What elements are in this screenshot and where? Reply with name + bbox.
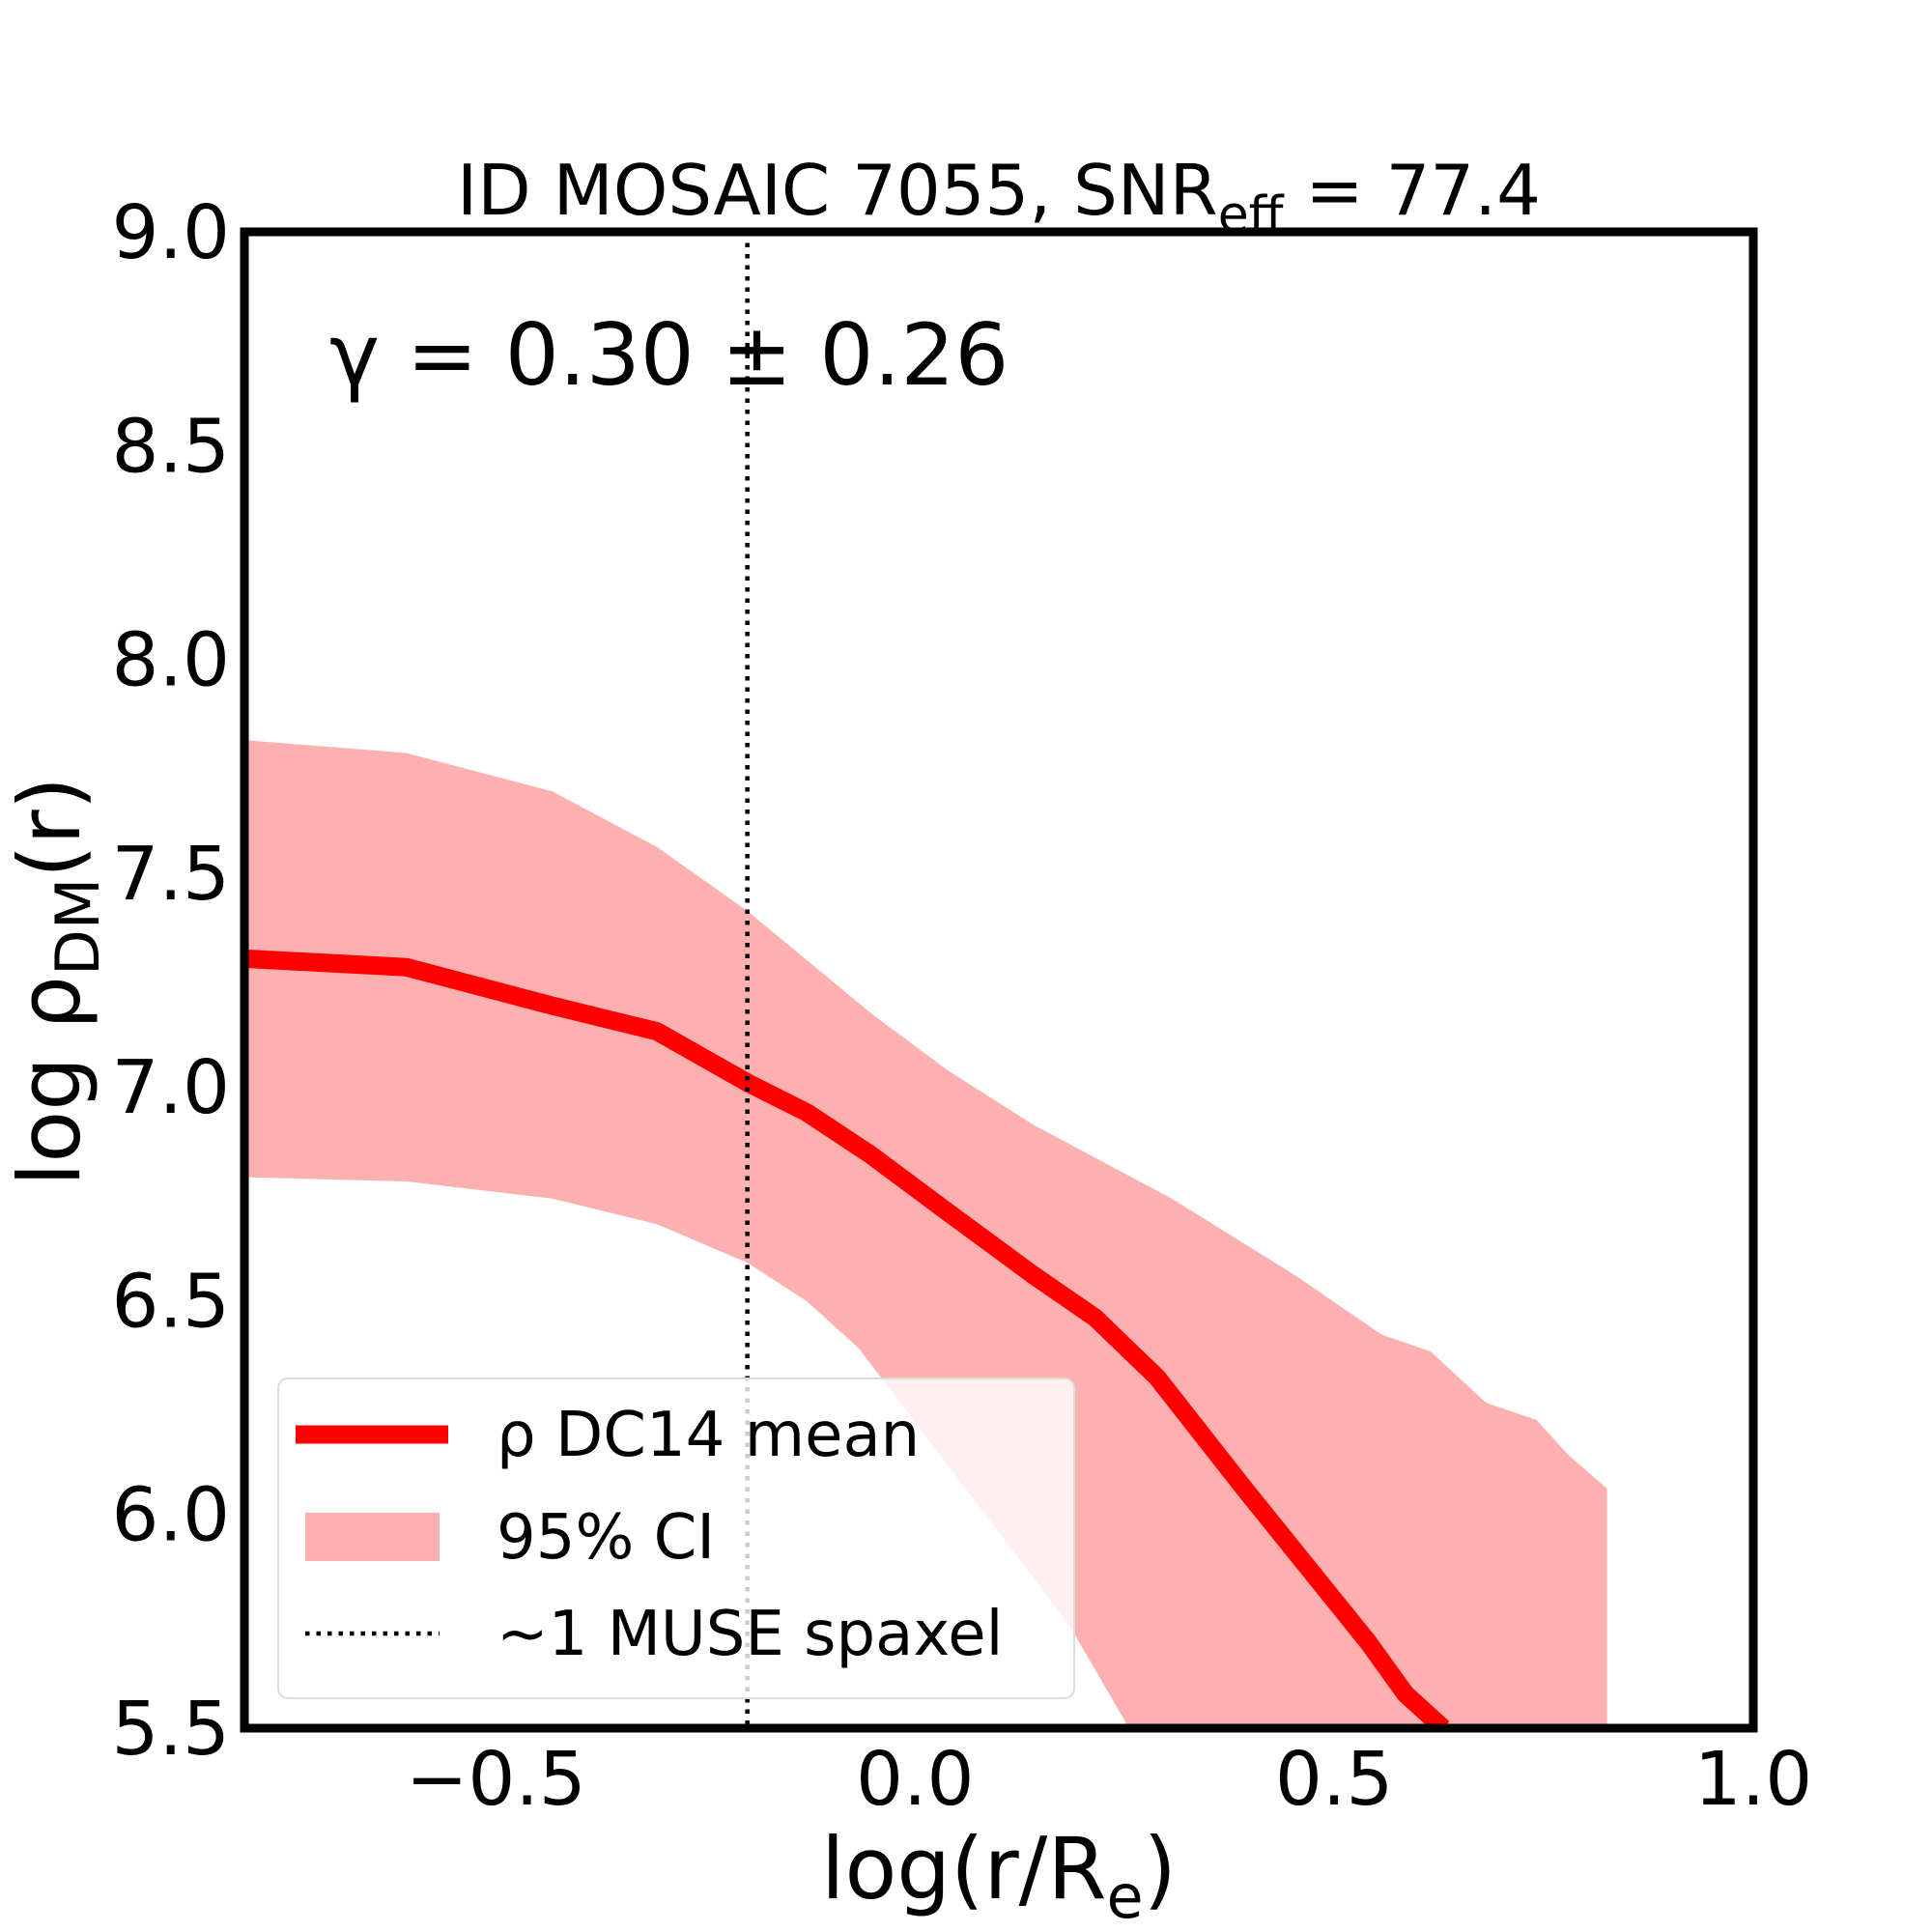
y-tick-label: 8.5 [112, 404, 230, 490]
x-tick-label: 1.0 [1694, 1737, 1812, 1823]
legend-box [277, 1378, 1075, 1699]
confidence-band [244, 740, 1607, 1728]
y-tick-label: 5.5 [112, 1687, 230, 1773]
annotation: γ = 0.30 ± 0.26 [329, 305, 1009, 405]
y-tick-label: 8.0 [112, 618, 230, 704]
x-tick-label: 0.0 [856, 1737, 974, 1823]
x-tick-label: −0.5 [406, 1737, 586, 1823]
legend-swatch [305, 1513, 440, 1561]
chart-title: ID MOSAIC 7055, SNReff = 77.4 [457, 150, 1541, 244]
mean-line [244, 949, 1450, 1728]
y-tick-label: 7.0 [112, 1045, 230, 1131]
legend-label: ~1 MUSE spaxel [497, 1599, 1003, 1670]
legend-label: 95% CI [497, 1502, 715, 1574]
legend: ρ DC14 mean 95% CI ~1 MUSE spaxel [277, 1378, 1075, 1699]
x-tick-label: 0.5 [1275, 1737, 1393, 1823]
plot-frame [240, 227, 1758, 1733]
y-axis-label: log ρDM(r) [0, 777, 113, 1186]
legend-label: ρ DC14 mean [497, 1400, 920, 1471]
x-axis-label: log(r/Re) [821, 1819, 1177, 1932]
y-tick-label: 9.0 [112, 190, 230, 276]
y-tick-label: 7.5 [112, 832, 230, 918]
y-tick-label: 6.5 [112, 1259, 230, 1345]
y-tick-label: 6.0 [112, 1473, 230, 1559]
